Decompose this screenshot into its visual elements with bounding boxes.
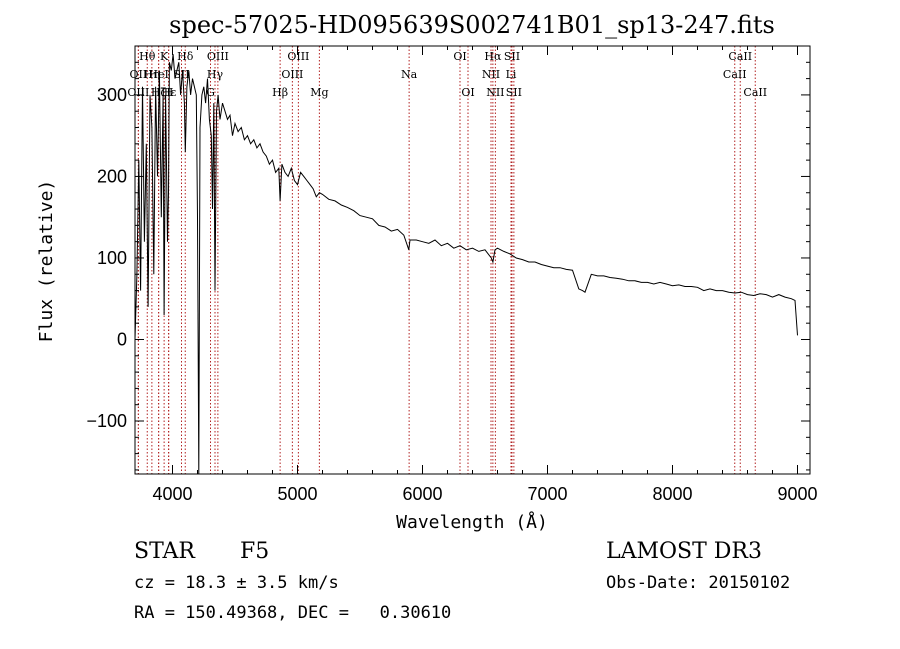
y-axis-ticks: −100 0 100 200 300 — [86, 61, 810, 471]
line-label-20: OI — [461, 86, 474, 99]
line-label-18: Na — [401, 68, 418, 81]
line-label-0: Hθ — [139, 50, 156, 63]
chart-title: spec-57025-HD095639S002741B01_sp13-247.f… — [169, 11, 775, 39]
line-label-8: SII — [173, 68, 189, 81]
line-label-25: Li — [506, 68, 517, 81]
y-tick-label: 200 — [97, 166, 127, 186]
line-label-23: NII — [486, 86, 504, 99]
line-label-22: NII — [482, 68, 500, 81]
line-label-6: HeI — [148, 68, 168, 81]
y-tick-label: 300 — [97, 85, 127, 105]
y-axis-label: Flux (relative) — [36, 180, 57, 343]
object-subclass: F5 — [240, 539, 270, 564]
line-label-11: OIII — [207, 50, 229, 63]
x-tick-label: 4000 — [152, 484, 192, 504]
y-tick-label: 0 — [117, 329, 127, 349]
line-label-12: Hγ — [207, 68, 224, 81]
observation-date: Obs-Date: 20150102 — [606, 573, 791, 593]
y-tick-label: 100 — [97, 248, 127, 268]
spectrum-line — [134, 54, 798, 475]
sky-coordinates: RA = 150.49368, DEC = 0.30610 — [134, 603, 452, 623]
line-label-19: OI — [453, 50, 466, 63]
object-class: STAR — [134, 539, 195, 564]
survey-name: LAMOST DR3 — [606, 539, 762, 564]
line-label-28: CaII — [723, 68, 747, 81]
line-label-10: Hδ — [177, 50, 194, 63]
line-label-17: Mg — [310, 86, 328, 99]
x-tick-label: 5000 — [277, 484, 317, 504]
line-label-7: H — [164, 86, 174, 99]
line-label-15: OIII — [287, 50, 309, 63]
x-tick-label: 7000 — [527, 484, 567, 504]
line-label-2: OIII — [127, 86, 149, 99]
line-label-16: OIII — [281, 68, 303, 81]
line-label-27: CaII — [728, 50, 752, 63]
line-label-14: Hβ — [272, 86, 288, 99]
x-tick-label: 6000 — [402, 484, 442, 504]
line-label-3: Hη — [144, 68, 160, 81]
x-axis-ticks: 4000 5000 6000 7000 8000 9000 — [152, 46, 818, 504]
line-label-24: SII — [504, 50, 520, 63]
redshift-velocity: cz = 18.3 ± 3.5 km/s — [134, 573, 339, 593]
y-tick-label: −100 — [86, 411, 127, 431]
x-axis-label: Wavelength (Å) — [396, 511, 548, 533]
line-label-13: G — [206, 86, 215, 99]
line-label-21: Hα — [484, 50, 502, 63]
line-label-29: CaII — [743, 86, 767, 99]
x-tick-label: 9000 — [777, 484, 817, 504]
spectral-line-markers — [137, 46, 756, 474]
line-label-1: OII — [130, 68, 148, 81]
line-label-5: K — [160, 50, 169, 63]
line-label-26: SII — [506, 86, 522, 99]
x-tick-label: 8000 — [652, 484, 692, 504]
plot-frame — [134, 45, 811, 475]
